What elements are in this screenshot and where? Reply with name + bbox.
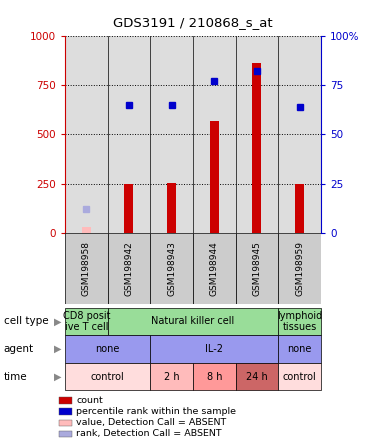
Bar (295, 184, 304, 233)
Bar (65, 233, 108, 304)
Text: percentile rank within the sample: percentile rank within the sample (76, 407, 236, 416)
Text: none: none (288, 344, 312, 354)
Text: ▶: ▶ (54, 344, 61, 354)
Text: GSM198958: GSM198958 (82, 241, 91, 296)
Text: 8 h: 8 h (207, 372, 222, 381)
Text: ▶: ▶ (54, 372, 61, 381)
Bar (124, 184, 134, 233)
Bar (167, 183, 176, 233)
Text: IL-2: IL-2 (205, 344, 223, 354)
Bar (108, 36, 150, 233)
Text: CD8 posit
ive T cell: CD8 posit ive T cell (62, 311, 110, 332)
Text: 2 h: 2 h (164, 372, 180, 381)
Bar (236, 233, 278, 304)
Text: cell type: cell type (4, 317, 48, 326)
Text: time: time (4, 372, 27, 381)
Bar (82, 227, 91, 233)
Bar (236, 36, 278, 233)
Bar (193, 233, 236, 304)
Text: GSM198945: GSM198945 (252, 241, 262, 296)
Text: Natural killer cell: Natural killer cell (151, 317, 234, 326)
Text: value, Detection Call = ABSENT: value, Detection Call = ABSENT (76, 418, 226, 427)
Text: agent: agent (4, 344, 34, 354)
Text: GSM198943: GSM198943 (167, 241, 176, 296)
Text: GSM198944: GSM198944 (210, 241, 219, 296)
Bar (210, 122, 219, 233)
Text: count: count (76, 396, 103, 405)
Bar (150, 233, 193, 304)
Text: rank, Detection Call = ABSENT: rank, Detection Call = ABSENT (76, 429, 222, 438)
Text: control: control (91, 372, 124, 381)
Text: GSM198959: GSM198959 (295, 241, 304, 296)
Text: lymphoid
tissues: lymphoid tissues (277, 311, 322, 332)
Bar (278, 233, 321, 304)
Text: 24 h: 24 h (246, 372, 268, 381)
Bar (193, 36, 236, 233)
Text: none: none (95, 344, 120, 354)
Text: ▶: ▶ (54, 317, 61, 326)
Bar (65, 36, 108, 233)
Bar (278, 36, 321, 233)
Text: GDS3191 / 210868_s_at: GDS3191 / 210868_s_at (113, 16, 273, 28)
Bar (150, 36, 193, 233)
Bar (252, 63, 262, 233)
Text: GSM198942: GSM198942 (124, 241, 134, 296)
Bar (108, 233, 150, 304)
Text: control: control (283, 372, 316, 381)
